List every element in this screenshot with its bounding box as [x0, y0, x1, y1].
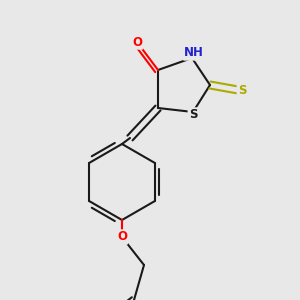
Text: NH: NH	[184, 46, 204, 59]
Text: S: S	[238, 83, 246, 97]
Text: O: O	[132, 35, 142, 49]
Text: O: O	[117, 230, 127, 244]
Text: S: S	[189, 109, 197, 122]
